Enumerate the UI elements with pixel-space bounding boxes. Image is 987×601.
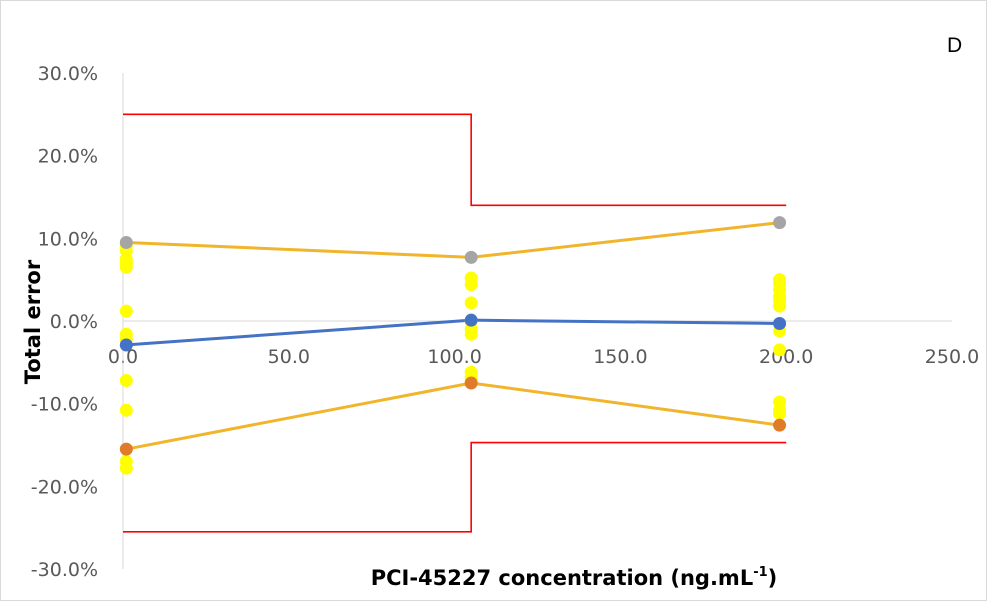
data-points: [119, 216, 787, 475]
individual-result-point: [119, 374, 133, 388]
relative-bias-marker: [464, 313, 478, 327]
individual-result-point: [119, 403, 133, 417]
y-tick-label: 30.0%: [38, 63, 98, 85]
x-axis-title-main: PCI-45227 concentration (ng.mL: [371, 566, 753, 590]
x-axis-title: PCI-45227 concentration (ng.mL-1): [371, 565, 778, 590]
y-tick-label: -10.0%: [31, 394, 98, 416]
x-axis-title-sup: -1: [753, 565, 767, 580]
individual-result-point: [464, 296, 478, 310]
individual-result-point: [773, 343, 787, 357]
individual-result-point: [119, 304, 133, 318]
x-tick-label: 150.0: [593, 346, 647, 368]
y-tick-label: 10.0%: [38, 228, 98, 250]
upper-tolerance-marker: [119, 235, 133, 249]
y-axis-title: Total error: [21, 259, 45, 384]
individual-result-point: [773, 293, 787, 307]
y-tick-label: 0.0%: [50, 311, 98, 333]
individual-result-point: [464, 327, 478, 341]
lower-tolerance-line: [126, 381, 780, 451]
x-tick-label: 50.0: [268, 346, 310, 368]
lower-acceptance-limit-line: [123, 441, 787, 533]
upper-tolerance-marker: [464, 250, 478, 264]
y-tick-label: 20.0%: [38, 146, 98, 168]
upper-tolerance-line: [126, 221, 780, 259]
individual-result-point: [119, 461, 133, 475]
x-axis-title-close: ): [768, 566, 778, 590]
y-axis-tick-labels: 30.0% 20.0% 10.0% 0.0% -10.0% -20.0% -30.0%: [31, 63, 98, 581]
upper-tolerance-marker: [773, 216, 787, 230]
individual-result-point: [119, 256, 133, 270]
relative-bias-marker: [773, 316, 787, 330]
acceptance-limits: [123, 113, 787, 533]
lower-tolerance-marker: [119, 442, 133, 456]
y-tick-label: -20.0%: [31, 476, 98, 498]
lower-tolerance-marker: [773, 418, 787, 432]
individual-result-point: [464, 278, 478, 292]
relative-bias-line: [126, 318, 780, 347]
series-lines: [126, 221, 780, 451]
x-tick-label: 100.0: [427, 346, 481, 368]
upper-acceptance-limit-line: [123, 113, 787, 207]
x-axis-tick-labels: 0.0 50.0 100.0 150.0 200.0 250.0: [108, 346, 979, 368]
x-tick-label: 200.0: [759, 346, 813, 368]
relative-bias-marker: [119, 338, 133, 352]
x-tick-label: 250.0: [925, 346, 979, 368]
y-tick-label: -30.0%: [31, 559, 98, 581]
individual-result-point: [773, 407, 787, 421]
panel-label: D: [947, 34, 962, 57]
lower-tolerance-marker: [464, 376, 478, 390]
